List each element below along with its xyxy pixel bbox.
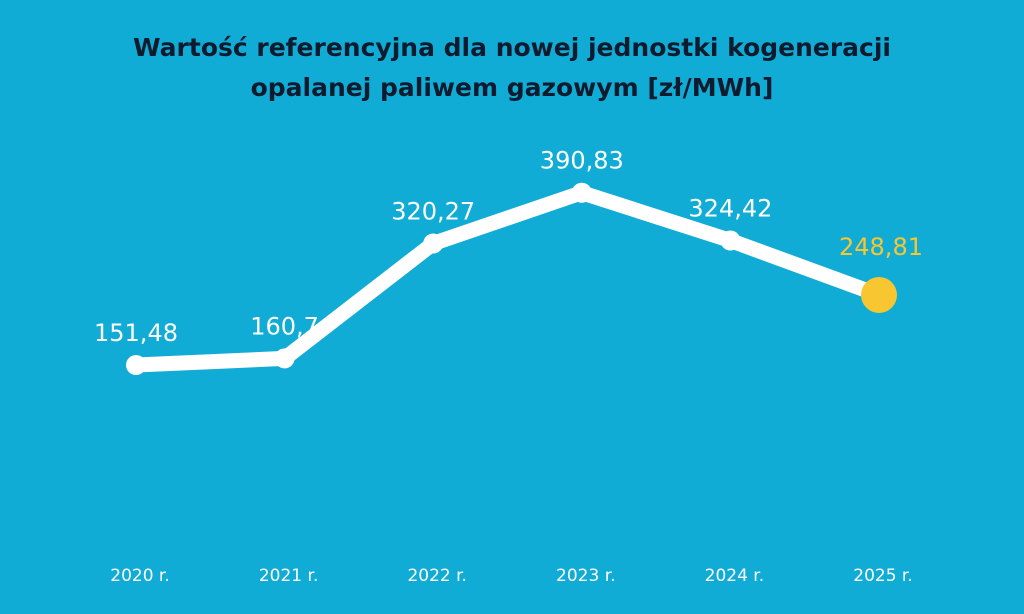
data-point-3 [571,182,592,203]
x-tick-label-1: 2021 r. [259,566,319,586]
data-label-1: 160,7 [250,312,319,340]
x-tick-label-3: 2023 r. [556,566,616,586]
x-tick-label-4: 2024 r. [705,566,765,586]
x-tick-label-2: 2022 r. [407,566,467,586]
data-point-2 [423,233,444,254]
data-labels: 151,48 160,7 320,27 390,83 324,42 248,81 [94,147,923,347]
x-tick-label-5: 2025 r. [853,566,913,586]
chart-title-line-1: Wartość referencyjna dla nowej jednostki… [132,33,892,62]
data-label-5: 248,81 [839,233,923,261]
data-label-2: 320,27 [391,198,475,226]
x-axis-tick-labels: 2020 r. 2021 r. 2022 r. 2023 r. 2024 r. 2025 … [110,566,913,586]
data-point-1 [274,348,295,369]
series-line [128,185,887,373]
data-label-4: 324,42 [688,195,772,223]
data-points [126,182,897,376]
data-point-0 [126,355,146,376]
x-tick-label-0: 2020 r. [110,566,170,586]
data-point-4 [720,230,741,251]
data-label-3: 390,83 [540,147,624,175]
chart-title-line-2: opalanej paliwem gazowym [zł/MWh] [250,73,774,102]
data-point-5 [861,276,897,313]
data-label-0: 151,48 [94,319,178,347]
chart-title: Wartość referencyjna dla nowej jednostki… [0,28,1024,108]
